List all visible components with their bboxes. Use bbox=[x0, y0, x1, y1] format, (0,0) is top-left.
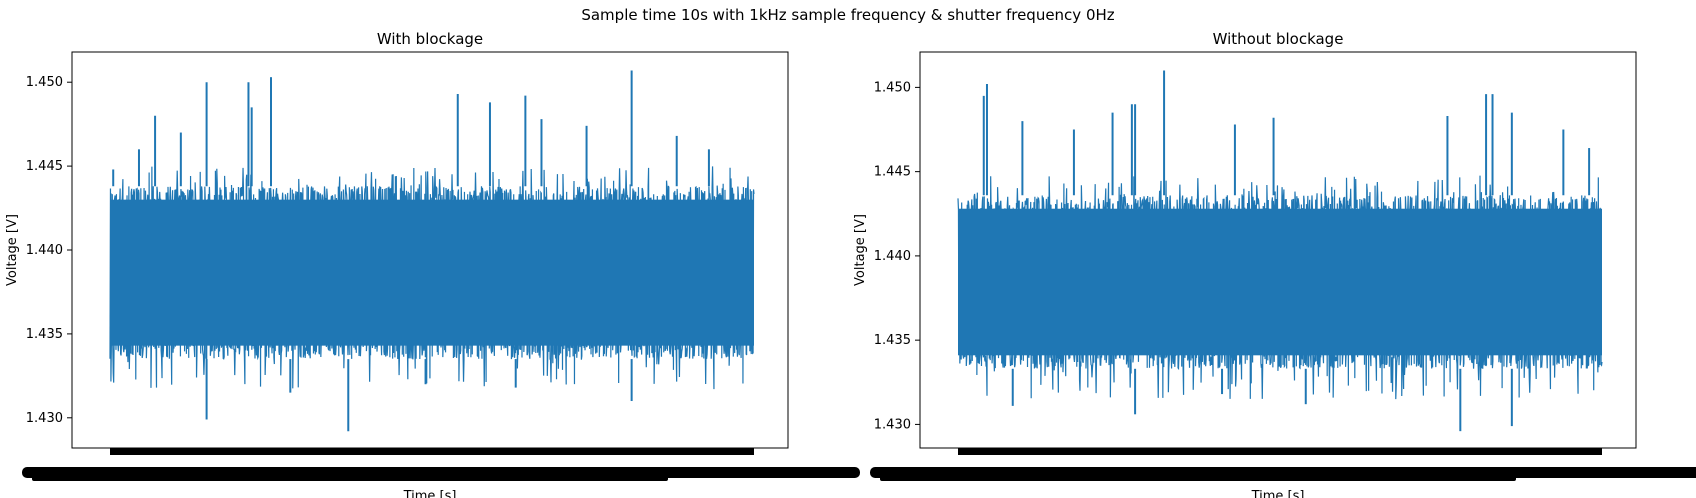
figure-suptitle: Sample time 10s with 1kHz sample frequen… bbox=[581, 6, 1115, 24]
x-ticks-dense bbox=[958, 448, 1602, 455]
subplot-1: With blockage 1.430 1.435 1.440 1.445 1.450 Ti… bbox=[5, 30, 860, 498]
subplot-title: Without blockage bbox=[1213, 30, 1344, 48]
x-axis-label: Time [s] bbox=[1251, 489, 1305, 498]
signal-dense-band bbox=[958, 208, 1602, 356]
y-tick-label: 1.440 bbox=[874, 249, 911, 264]
y-tick-label: 1.435 bbox=[874, 333, 911, 348]
subplot-title: With blockage bbox=[377, 30, 483, 48]
y-axis-label: Voltage [V] bbox=[5, 214, 20, 286]
y-tick-label: 1.450 bbox=[874, 80, 911, 95]
x-tick-labels-overlap bbox=[32, 476, 668, 481]
subplot-2: Without blockage 1.430 1.435 1.440 1.445 1.45… bbox=[853, 30, 1696, 498]
x-axis-label: Time [s] bbox=[403, 489, 457, 498]
x-tick-labels-overlap bbox=[880, 476, 1516, 481]
y-tick-label: 1.430 bbox=[26, 411, 63, 426]
x-ticks-dense bbox=[110, 448, 754, 455]
signal-dense-band bbox=[110, 199, 754, 346]
x-tick-labels-overlap bbox=[870, 467, 1696, 478]
y-tick-label: 1.450 bbox=[26, 75, 63, 90]
y-tick-label: 1.430 bbox=[874, 417, 911, 432]
y-tick-label: 1.435 bbox=[26, 327, 63, 342]
y-tick-label: 1.445 bbox=[26, 159, 63, 174]
y-tick-label: 1.445 bbox=[874, 165, 911, 180]
y-tick-label: 1.440 bbox=[26, 243, 63, 258]
y-axis-label: Voltage [V] bbox=[853, 214, 868, 286]
x-tick-labels-overlap bbox=[22, 467, 860, 478]
